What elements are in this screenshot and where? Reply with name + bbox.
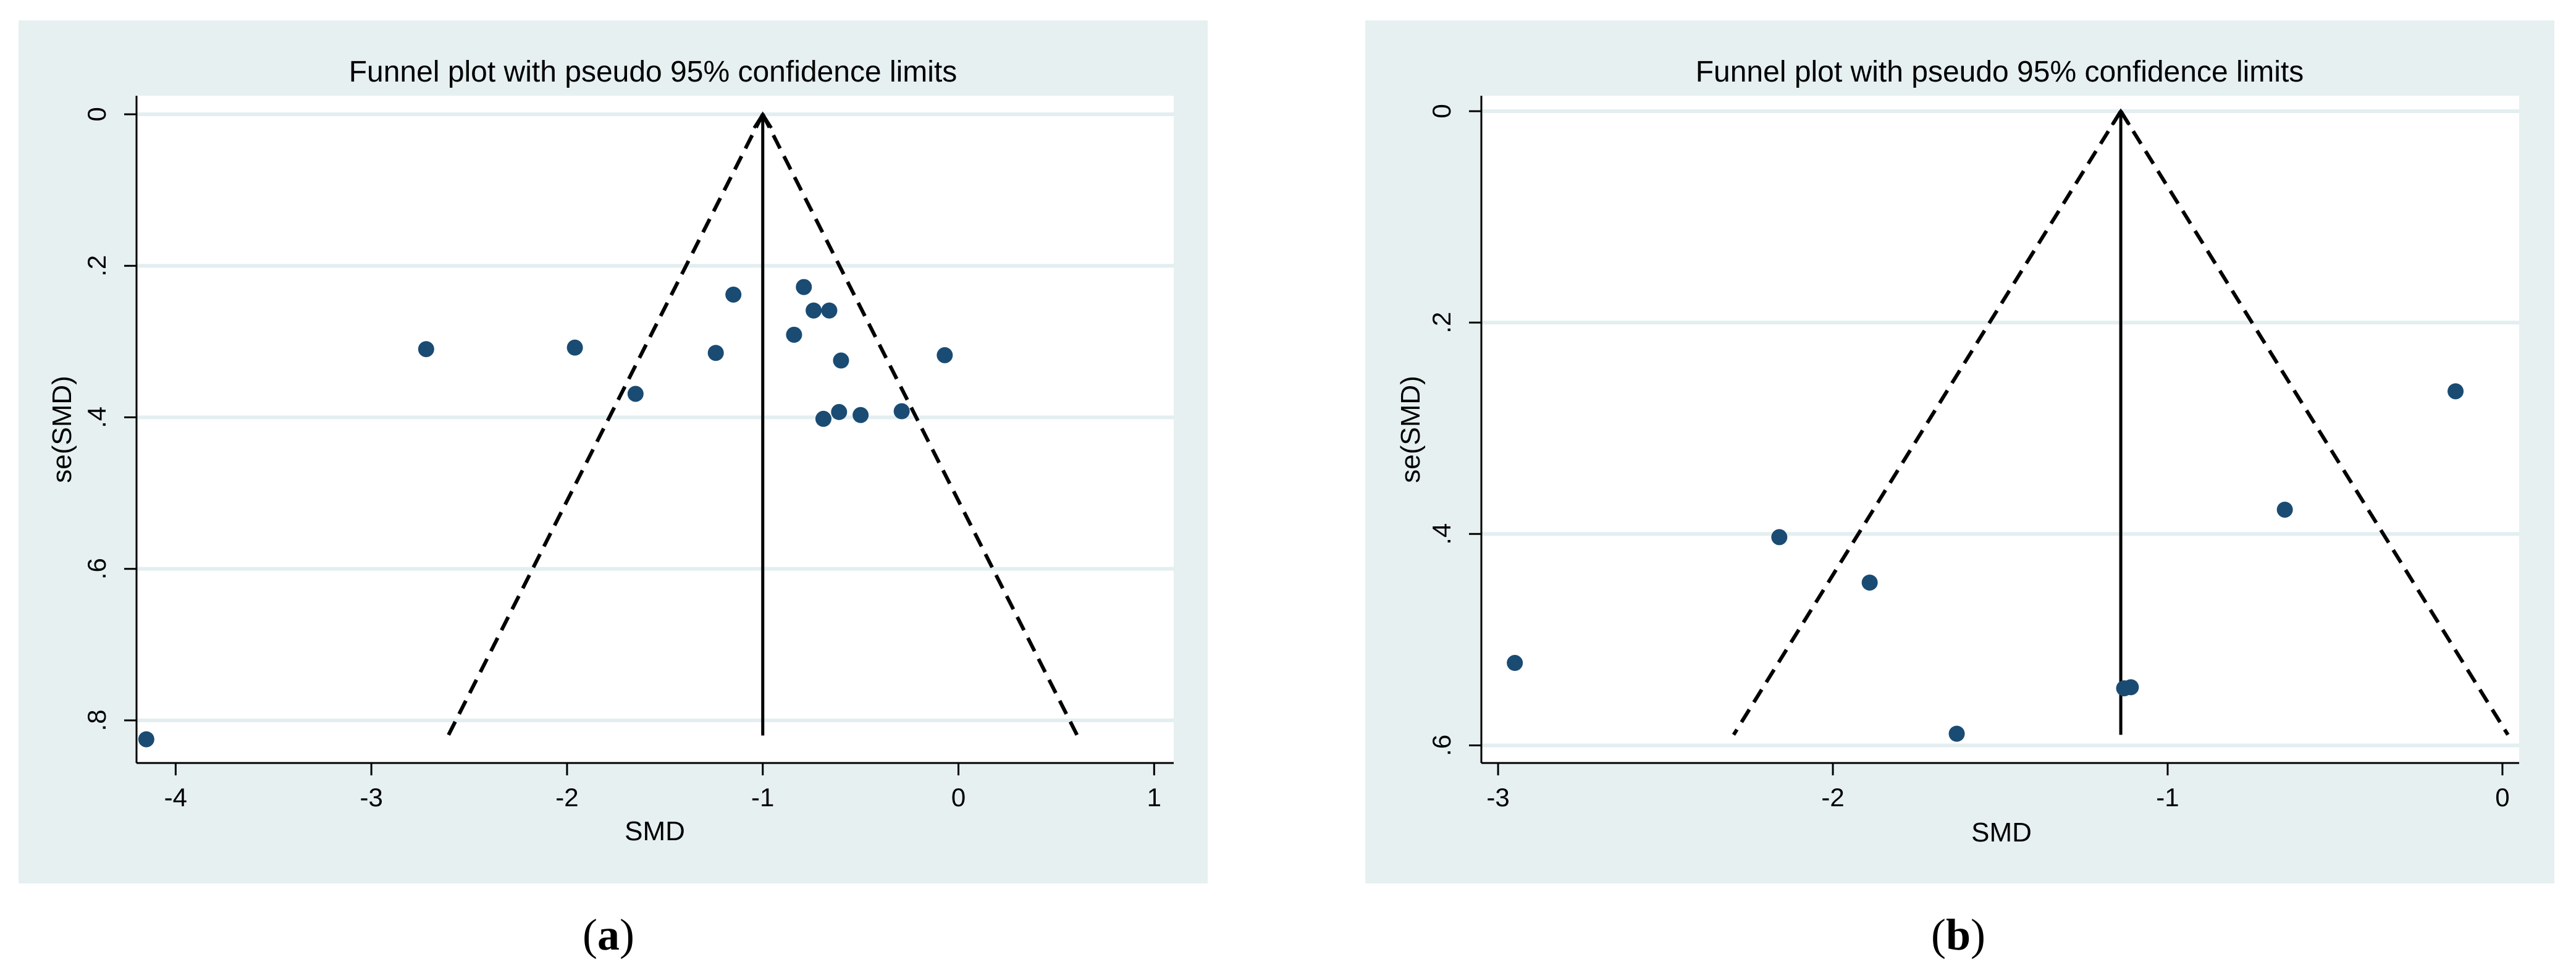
study-point <box>1948 725 1965 742</box>
y-tick-label: .8 <box>82 709 111 731</box>
panel-b-caption-close: ) <box>1971 910 1985 959</box>
panel-b-y-axis-title: se(SMD) <box>1395 376 1426 483</box>
y-tick-label: .2 <box>1427 312 1456 334</box>
study-point <box>2123 679 2139 696</box>
study-point <box>2276 501 2293 518</box>
y-tick-label: .4 <box>1427 523 1456 545</box>
panel-b-gridlines <box>1481 109 2519 748</box>
study-point <box>806 302 822 319</box>
y-tick-label: .6 <box>82 558 111 580</box>
study-point <box>937 347 953 363</box>
pooled-effect-arrowhead <box>752 111 773 129</box>
study-point <box>138 731 154 748</box>
funnel-right-limit <box>2119 110 2510 736</box>
x-tick-label: 1 <box>1147 783 1161 812</box>
study-point <box>2448 383 2464 400</box>
panel-a-caption-close: ) <box>620 910 634 959</box>
study-point <box>1771 529 1788 546</box>
x-tick-label: 0 <box>951 783 966 812</box>
x-tick-label: -3 <box>360 783 382 812</box>
panel-a-caption-open: ( <box>583 910 597 959</box>
panel-b-x-axis-title: SMD <box>1971 817 2032 848</box>
y-tick-label: 0 <box>82 107 111 121</box>
panel-a-funnel <box>446 111 1079 736</box>
x-tick-label: -4 <box>164 783 187 812</box>
study-point <box>821 302 838 319</box>
study-point <box>786 326 802 343</box>
panel-b-funnel <box>1732 108 2510 736</box>
panel-a-ticks: 0 .2 .4 .6 .8 -4 -3 -2 -1 0 1 <box>82 107 1161 812</box>
panel-a-x-axis-title: SMD <box>625 816 685 846</box>
funnel-left-limit <box>1732 110 2123 736</box>
panel-a-gridlines <box>137 112 1174 722</box>
study-point <box>566 339 583 356</box>
study-point <box>1861 574 1878 591</box>
x-tick-label: -1 <box>2156 783 2179 812</box>
panel-b-caption-letter: b <box>1946 910 1971 959</box>
study-point <box>833 352 849 369</box>
study-point <box>418 341 434 358</box>
pooled-effect-arrowhead <box>2110 108 2131 126</box>
panel-b-ticks: 0 .2 .4 .6 -3 -2 -1 0 <box>1427 104 2510 812</box>
panel-b-title: Funnel plot with pseudo 95% confidence l… <box>1696 56 2304 88</box>
x-tick-label: 0 <box>2495 783 2509 812</box>
panel-a-caption: (a) <box>583 910 634 959</box>
x-tick-label: -3 <box>1486 783 1509 812</box>
panel-a-y-axis-title: se(SMD) <box>47 376 77 483</box>
panel-a: Funnel plot with pseudo 95% confidence l… <box>19 20 1208 883</box>
panel-b-caption-open: ( <box>1931 910 1946 959</box>
panel-a-title: Funnel plot with pseudo 95% confidence l… <box>349 56 958 88</box>
study-point <box>893 403 910 419</box>
x-tick-label: -2 <box>555 783 578 812</box>
panel-a-caption-letter: a <box>597 910 620 959</box>
study-point <box>852 407 869 423</box>
panel-b: Funnel plot with pseudo 95% confidence l… <box>1365 20 2554 883</box>
panel-a-plot-area <box>137 96 1174 763</box>
study-point <box>627 386 644 402</box>
y-tick-label: .4 <box>82 407 111 428</box>
panel-b-points <box>1507 383 2464 742</box>
panel-b-plot-area <box>1481 96 2519 763</box>
study-point <box>831 403 848 420</box>
y-tick-label: .2 <box>82 255 111 277</box>
panel-a-points <box>138 279 953 748</box>
study-point <box>1507 655 1523 672</box>
panel-b-caption: (b) <box>1931 910 1985 959</box>
study-point <box>815 410 831 427</box>
y-tick-label: .6 <box>1427 735 1456 756</box>
x-tick-label: -1 <box>751 783 774 812</box>
study-point <box>725 286 742 303</box>
x-tick-label: -2 <box>1821 783 1844 812</box>
y-tick-label: 0 <box>1427 104 1456 118</box>
study-point <box>707 345 724 361</box>
study-point <box>796 279 812 295</box>
